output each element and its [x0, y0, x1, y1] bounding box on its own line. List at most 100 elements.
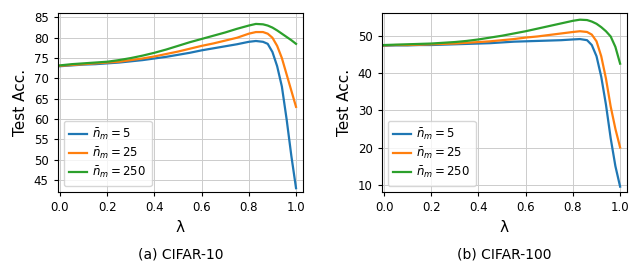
$\bar{n}_m = 25$ — [392, 44, 400, 47]
$\bar{n}_m = 5$ — [186, 51, 194, 54]
$\bar{n}_m = 5$ — [252, 40, 260, 43]
$\bar{n}_m = 5$ — [80, 63, 88, 66]
$\bar{n}_m = 5$ — [269, 50, 276, 54]
Legend: $\bar{n}_m = 5$, $\bar{n}_m = 25$, $\bar{n}_m = 250$: $\bar{n}_m = 5$, $\bar{n}_m = 25$, $\bar… — [388, 121, 476, 186]
Line: $\bar{n}_m = 250$: $\bar{n}_m = 250$ — [384, 20, 620, 64]
$\bar{n}_m = 25$ — [287, 89, 295, 92]
$\bar{n}_m = 250$ — [292, 42, 300, 45]
$\bar{n}_m = 250$ — [283, 35, 291, 38]
$\bar{n}_m = 5$ — [221, 45, 229, 48]
$\bar{n}_m = 5$ — [380, 44, 388, 47]
$\bar{n}_m = 250$ — [588, 20, 596, 23]
$\bar{n}_m = 5$ — [583, 39, 591, 42]
$\bar{n}_m = 5$ — [115, 61, 123, 64]
$\bar{n}_m = 250$ — [602, 30, 610, 33]
$\bar{n}_m = 25$ — [273, 44, 281, 48]
$\bar{n}_m = 25$ — [534, 35, 541, 38]
$\bar{n}_m = 5$ — [278, 85, 285, 88]
$\bar{n}_m = 25$ — [602, 77, 610, 80]
$\bar{n}_m = 25$ — [463, 41, 470, 44]
$\bar{n}_m = 5$ — [616, 185, 624, 188]
$\bar{n}_m = 5$ — [534, 39, 541, 42]
Line: $\bar{n}_m = 250$: $\bar{n}_m = 250$ — [60, 24, 296, 65]
X-axis label: λ: λ — [176, 220, 185, 235]
$\bar{n}_m = 25$ — [150, 55, 158, 58]
$\bar{n}_m = 250$ — [569, 19, 577, 22]
$\bar{n}_m = 250$ — [273, 29, 281, 32]
$\bar{n}_m = 250$ — [612, 45, 620, 49]
$\bar{n}_m = 250$ — [56, 64, 64, 67]
$\bar{n}_m = 5$ — [392, 44, 400, 47]
$\bar{n}_m = 5$ — [557, 39, 565, 42]
$\bar{n}_m = 25$ — [475, 40, 483, 44]
$\bar{n}_m = 25$ — [92, 62, 99, 65]
$\bar{n}_m = 5$ — [404, 44, 412, 47]
$\bar{n}_m = 250$ — [163, 48, 170, 51]
$\bar{n}_m = 25$ — [557, 32, 565, 35]
$\bar{n}_m = 5$ — [139, 58, 147, 62]
$\bar{n}_m = 250$ — [583, 18, 591, 22]
$\bar{n}_m = 250$ — [209, 34, 217, 37]
$\bar{n}_m = 5$ — [463, 42, 470, 45]
$\bar{n}_m = 25$ — [252, 30, 260, 34]
$\bar{n}_m = 5$ — [602, 103, 610, 106]
$\bar{n}_m = 250$ — [380, 44, 388, 47]
$\bar{n}_m = 25$ — [451, 42, 459, 45]
$\bar{n}_m = 25$ — [499, 39, 506, 42]
$\bar{n}_m = 250$ — [264, 24, 271, 27]
$\bar{n}_m = 250$ — [486, 36, 494, 39]
$\bar{n}_m = 250$ — [103, 60, 111, 63]
X-axis label: λ: λ — [500, 220, 509, 235]
Legend: $\bar{n}_m = 5$, $\bar{n}_m = 25$, $\bar{n}_m = 250$: $\bar{n}_m = 5$, $\bar{n}_m = 25$, $\bar… — [63, 121, 152, 186]
$\bar{n}_m = 250$ — [252, 22, 260, 26]
$\bar{n}_m = 25$ — [278, 56, 285, 60]
$\bar{n}_m = 5$ — [428, 44, 435, 47]
$\bar{n}_m = 250$ — [221, 31, 229, 34]
$\bar{n}_m = 250$ — [186, 41, 194, 44]
$\bar{n}_m = 250$ — [115, 58, 123, 62]
$\bar{n}_m = 25$ — [583, 30, 591, 34]
$\bar{n}_m = 250$ — [259, 23, 267, 26]
$\bar{n}_m = 5$ — [198, 49, 205, 52]
$\bar{n}_m = 250$ — [475, 38, 483, 41]
$\bar{n}_m = 250$ — [392, 43, 400, 46]
$\bar{n}_m = 250$ — [439, 41, 447, 44]
$\bar{n}_m = 250$ — [80, 62, 88, 65]
$\bar{n}_m = 5$ — [245, 40, 253, 44]
$\bar{n}_m = 5$ — [92, 62, 99, 66]
$\bar{n}_m = 5$ — [209, 47, 217, 50]
$\bar{n}_m = 250$ — [499, 34, 506, 37]
$\bar{n}_m = 5$ — [259, 40, 267, 44]
$\bar{n}_m = 5$ — [103, 62, 111, 65]
$\bar{n}_m = 250$ — [510, 32, 518, 35]
$\bar{n}_m = 5$ — [292, 187, 300, 190]
$\bar{n}_m = 25$ — [522, 36, 529, 39]
Text: (b) CIFAR-100: (b) CIFAR-100 — [457, 248, 552, 262]
$\bar{n}_m = 5$ — [287, 154, 295, 157]
Line: $\bar{n}_m = 5$: $\bar{n}_m = 5$ — [60, 41, 296, 188]
$\bar{n}_m = 250$ — [174, 44, 182, 48]
$\bar{n}_m = 5$ — [607, 137, 614, 140]
$\bar{n}_m = 25$ — [404, 44, 412, 47]
$\bar{n}_m = 25$ — [593, 40, 600, 43]
$\bar{n}_m = 5$ — [486, 42, 494, 45]
$\bar{n}_m = 25$ — [139, 57, 147, 60]
Line: $\bar{n}_m = 25$: $\bar{n}_m = 25$ — [60, 32, 296, 107]
$\bar{n}_m = 5$ — [510, 40, 518, 43]
$\bar{n}_m = 5$ — [569, 38, 577, 41]
$\bar{n}_m = 5$ — [264, 42, 271, 45]
$\bar{n}_m = 25$ — [233, 36, 241, 39]
$\bar{n}_m = 25$ — [115, 60, 123, 63]
$\bar{n}_m = 25$ — [576, 30, 584, 33]
$\bar{n}_m = 5$ — [522, 40, 529, 43]
$\bar{n}_m = 25$ — [163, 52, 170, 56]
$\bar{n}_m = 25$ — [428, 43, 435, 46]
$\bar{n}_m = 25$ — [209, 42, 217, 45]
$\bar{n}_m = 250$ — [557, 22, 565, 25]
$\bar{n}_m = 25$ — [80, 62, 88, 66]
$\bar{n}_m = 5$ — [499, 41, 506, 44]
$\bar{n}_m = 250$ — [287, 38, 295, 42]
$\bar{n}_m = 25$ — [283, 73, 291, 76]
$\bar{n}_m = 5$ — [593, 55, 600, 58]
$\bar{n}_m = 5$ — [283, 117, 291, 121]
